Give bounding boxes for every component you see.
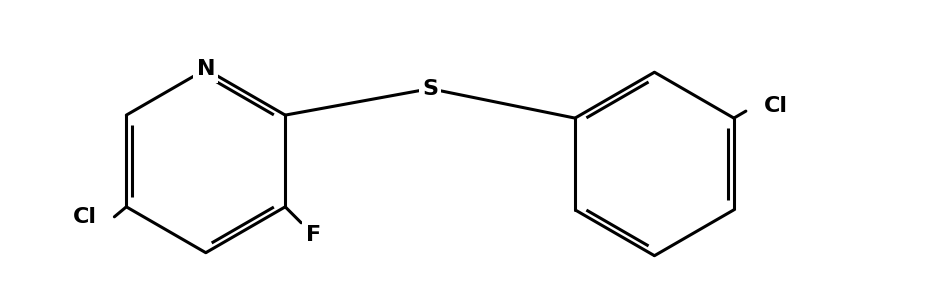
Text: F: F bbox=[305, 225, 320, 245]
Text: Cl: Cl bbox=[764, 96, 788, 116]
Text: N: N bbox=[197, 59, 215, 79]
Text: Cl: Cl bbox=[73, 207, 96, 227]
Text: S: S bbox=[422, 79, 438, 99]
